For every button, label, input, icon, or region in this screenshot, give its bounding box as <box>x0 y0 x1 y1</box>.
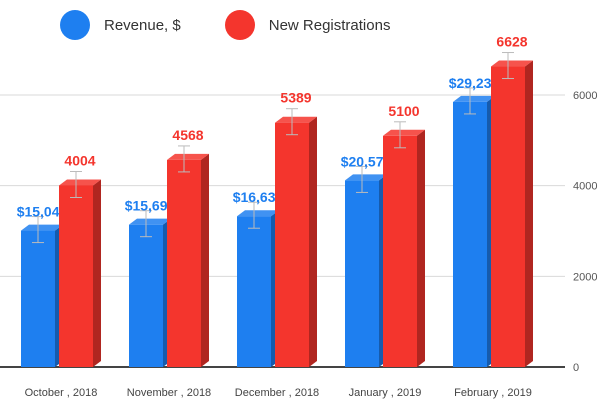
revenue-bar-top <box>237 210 279 217</box>
revenue-data-label: $16,630 <box>233 189 284 205</box>
registrations-bar[interactable] <box>167 159 201 367</box>
x-category-label: February , 2019 <box>454 387 532 399</box>
x-category-label: October , 2018 <box>25 387 98 399</box>
revenue-bar[interactable] <box>345 180 379 367</box>
x-category-label: December , 2018 <box>235 387 319 399</box>
revenue-bar[interactable] <box>237 216 271 367</box>
legend-swatch-revenue <box>60 10 90 40</box>
registrations-bar-top <box>167 153 209 160</box>
revenue-bar[interactable] <box>129 224 163 367</box>
y-tick-label: 6000 <box>573 90 597 102</box>
registrations-bar-top <box>275 116 317 123</box>
revenue-bar[interactable] <box>21 230 55 367</box>
registrations-bar-side <box>201 153 209 367</box>
registrations-bar-side <box>525 60 533 367</box>
registrations-bar[interactable] <box>383 135 417 367</box>
registrations-data-label: 5100 <box>388 103 419 119</box>
registrations-bar[interactable] <box>59 185 93 367</box>
legend-swatch-registrations <box>224 10 255 40</box>
registrations-bar-top <box>59 179 101 186</box>
revenue-data-label: $15,697 <box>125 198 176 214</box>
registrations-data-label: 6628 <box>496 34 527 50</box>
revenue-data-label: $15,047 <box>17 204 68 220</box>
registrations-bar-side <box>309 116 317 367</box>
y-tick-label: 0 <box>573 362 579 374</box>
revenue-bar-top <box>129 218 171 225</box>
legend-item-registrations[interactable]: New Registrations <box>224 10 391 40</box>
revenue-data-label: $29,235 <box>449 75 500 91</box>
registrations-bar-side <box>417 129 425 367</box>
y-tick-label: 4000 <box>573 181 597 193</box>
revenue-bar[interactable] <box>453 101 487 367</box>
revenue-bar-top <box>345 174 387 181</box>
legend-label-registrations: New Registrations <box>268 16 391 34</box>
registrations-bar[interactable] <box>275 122 309 367</box>
registrations-bar[interactable] <box>491 66 525 367</box>
legend-label-revenue: Revenue, $ <box>104 16 181 34</box>
registrations-bar-side <box>93 179 101 367</box>
x-category-label: November , 2018 <box>127 387 211 399</box>
registrations-data-label: 4004 <box>64 152 95 168</box>
revenue-bar-top <box>453 95 495 102</box>
x-category-label: January , 2019 <box>349 387 422 399</box>
revenue-data-label: $20,578 <box>341 153 392 169</box>
y-tick-label: 2000 <box>573 271 597 283</box>
legend-item-revenue[interactable]: Revenue, $ <box>60 10 181 40</box>
registrations-data-label: 4568 <box>172 127 203 143</box>
revenue-bar-top <box>21 224 63 231</box>
legend: Revenue, $ New Registrations <box>60 10 434 40</box>
registrations-bar-top <box>491 60 533 67</box>
registrations-data-label: 5389 <box>280 90 311 106</box>
registrations-bar-top <box>383 129 425 136</box>
